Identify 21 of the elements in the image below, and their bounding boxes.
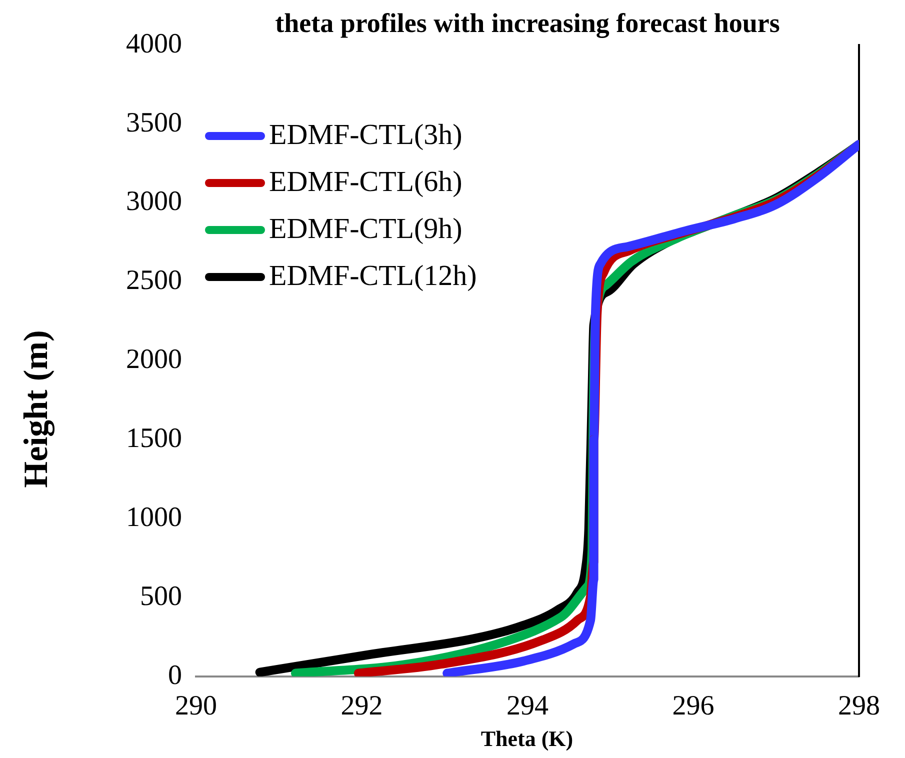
x-tick-label: 298 [838, 690, 880, 722]
legend-label: EDMF-CTL(3h) [269, 119, 462, 152]
y-tick-label: 3500 [126, 107, 182, 138]
y-tick-label: 2000 [126, 344, 182, 376]
y-tick-label: 1000 [126, 502, 182, 533]
y-tick-label: 3000 [126, 186, 182, 218]
x-axis-title: Theta (K) [480, 726, 574, 752]
legend-label: EDMF-CTL(12h) [269, 260, 477, 293]
chart-title: theta profiles with increasing forecast hours [275, 8, 780, 38]
x-tick-label: 294 [506, 690, 548, 722]
x-tick-label: 290 [175, 690, 217, 722]
y-tick-label: 500 [140, 580, 182, 612]
y-tick-label: 2500 [126, 265, 182, 296]
y-tick-label: 4000 [126, 28, 182, 60]
y-tick-label: 1500 [126, 422, 182, 454]
legend-label: EDMF-CTL(6h) [269, 166, 462, 199]
x-tick-label: 292 [340, 690, 383, 722]
legend-label: EDMF-CTL(9h) [269, 213, 462, 246]
x-tick-label: 296 [672, 690, 714, 722]
y-tick-label: 0 [168, 660, 182, 691]
y-axis-title: Height (m) [18, 329, 56, 490]
